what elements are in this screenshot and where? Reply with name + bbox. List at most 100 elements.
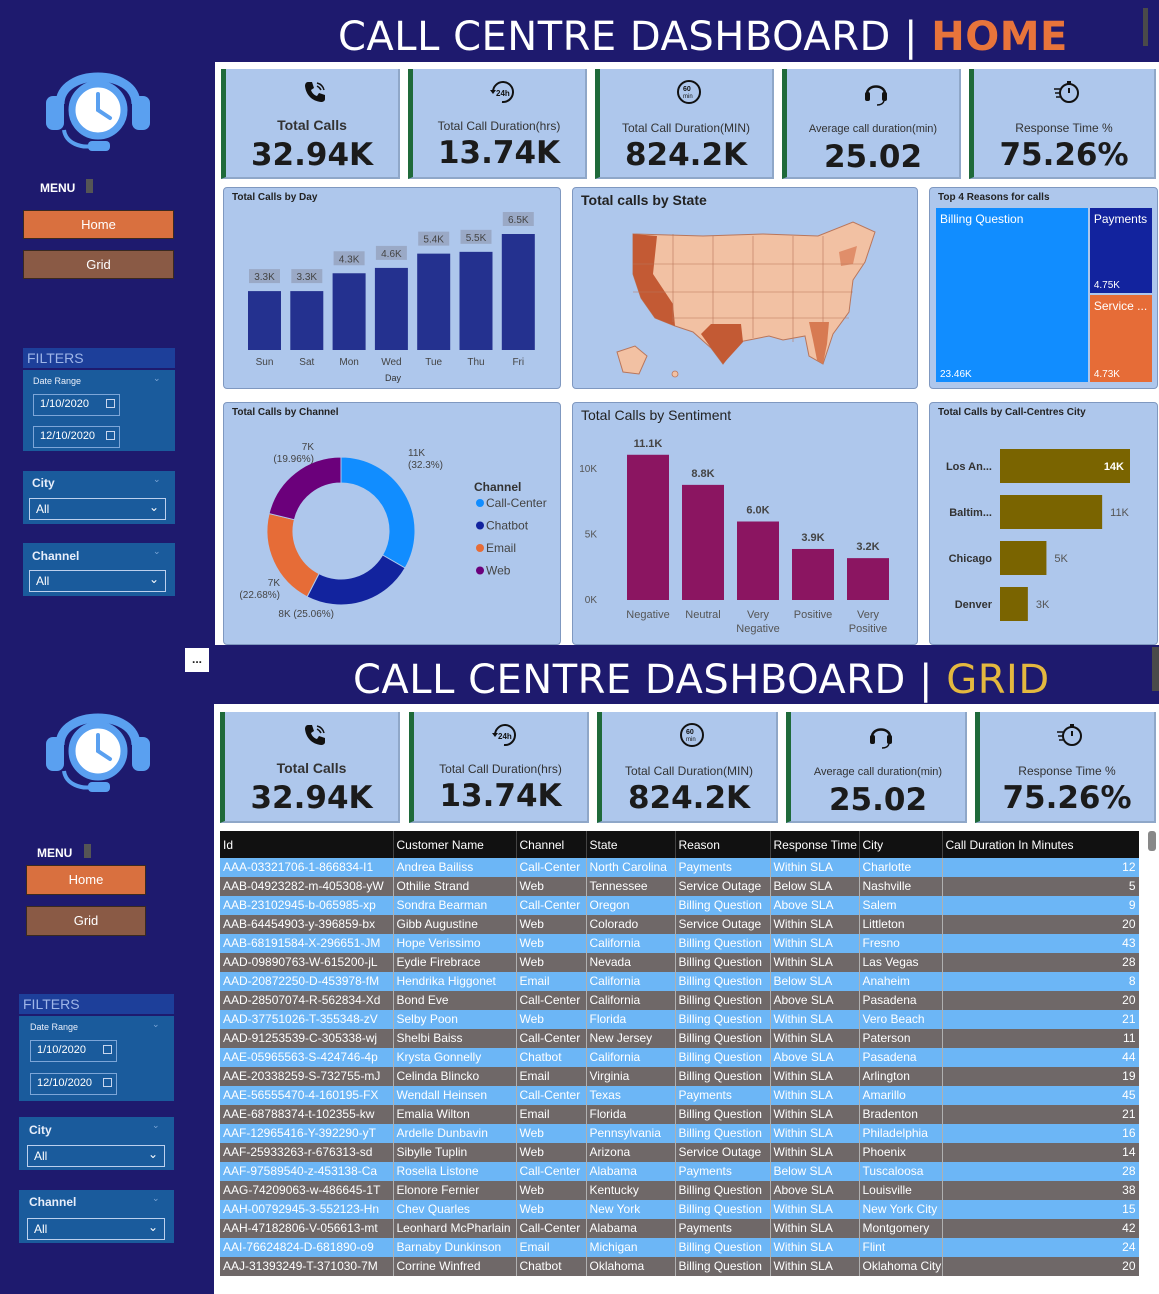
table-row[interactable]: AAF-97589540-z-453138-Ca Roselia Listone C… — [220, 1162, 1139, 1181]
table-row[interactable]: AAI-76624824-D-681890-o9 Barnaby Dunkinso… — [220, 1238, 1139, 1257]
table-row[interactable]: AAE-05965563-S-424746-4p Krysta Gonnelly C… — [220, 1048, 1139, 1067]
table-row[interactable]: AAA-03321706-1-866834-I1 Andrea Bailiss Ca… — [220, 858, 1139, 877]
table-row[interactable]: AAH-00792945-3-552123-Hn Chev Quarles Web N… — [220, 1200, 1139, 1219]
table-row[interactable]: AAB-04923282-m-405308-yW Othilie Strand We… — [220, 877, 1139, 896]
table-cell: Within SLA — [770, 1219, 860, 1238]
data-label-bg — [375, 245, 407, 260]
table-cell: AAB-64454903-y-396859-bx — [220, 915, 394, 934]
table-cell: Montgomery — [859, 1219, 943, 1238]
table-cell: 28 — [942, 953, 1139, 972]
table-row[interactable]: AAH-47182806-V-056613-mt Leonhard McPharl… — [220, 1219, 1139, 1238]
treemap-tile[interactable]: Service ... 4.73K — [1089, 295, 1152, 382]
scrollbar[interactable] — [1152, 647, 1159, 691]
table-cell: Gibb Augustine — [393, 915, 517, 934]
date-from-input[interactable]: 1/10/2020 — [30, 1040, 117, 1062]
table-row[interactable]: AAB-68191584-X-296651-JM Hope Verissimo We… — [220, 934, 1139, 953]
chevron-down-icon[interactable]: ⌄ — [152, 1193, 160, 1203]
table-row[interactable]: AAG-74209063-w-486645-1T Elonore Fernier W… — [220, 1181, 1139, 1200]
chevron-down-icon[interactable]: ⌄ — [152, 1120, 160, 1130]
city-dropdown[interactable]: All ⌄ — [29, 498, 166, 520]
data-label: 11K — [1110, 507, 1129, 519]
table-row[interactable]: AAJ-31393249-T-371030-7M Corrine Winfred C… — [220, 1257, 1139, 1276]
date-to-input[interactable]: 12/10/2020 — [33, 426, 120, 448]
column-header[interactable]: Response Time — [770, 831, 860, 858]
table-cell: 19 — [942, 1067, 1139, 1086]
chevron-down-icon[interactable]: ⌄ — [147, 1147, 158, 1161]
table-row[interactable]: AAB-23102945-b-065985-xp Sondra Bearman Ca… — [220, 896, 1139, 915]
grid-button[interactable]: Grid — [23, 250, 174, 279]
chevron-down-icon[interactable]: ⌄ — [153, 546, 161, 556]
bar — [1000, 587, 1028, 621]
chevron-down-icon[interactable]: ⌄ — [152, 1019, 160, 1029]
headset-icon — [870, 728, 892, 749]
more-options-button[interactable]: ... — [185, 648, 209, 672]
table-row[interactable]: AAD-20872250-D-453978-fM Hendrika Higgone… — [220, 972, 1139, 991]
column-header[interactable]: Call Duration In Minutes — [942, 831, 1139, 858]
table-row[interactable]: AAE-68788374-t-102355-kw Emalia Wilton Ema… — [220, 1105, 1139, 1124]
table-cell: Billing Question — [675, 1010, 771, 1029]
home-button[interactable]: Home — [23, 210, 174, 239]
calls-by-channel-card: Total Calls by Channel 11K (32.3%) 8K (25.… — [223, 402, 561, 645]
table-cell: Within SLA — [770, 1105, 860, 1124]
calendar-icon[interactable] — [103, 1078, 112, 1087]
table-row[interactable]: AAD-37751026-T-355348-zV Selby Poon Web Flo… — [220, 1010, 1139, 1029]
tick-label: Negative — [736, 623, 779, 635]
table-row[interactable]: AAF-12965416-Y-392290-yT Ardelle Dunbavin… — [220, 1124, 1139, 1143]
date-from-input[interactable]: 1/10/2020 — [33, 394, 120, 416]
legend-item: Email — [486, 541, 516, 555]
table-row[interactable]: AAB-64454903-y-396859-bx Gibb Augustine We… — [220, 915, 1139, 934]
data-label: 11.1K — [634, 438, 663, 450]
table-cell: Eydie Firebrace — [393, 953, 517, 972]
table-row[interactable]: AAE-20338259-S-732755-mJ Celinda Blincko E… — [220, 1067, 1139, 1086]
table-cell: Billing Question — [675, 1257, 771, 1276]
treemap-tile[interactable]: Payments 4.75K — [1089, 208, 1152, 294]
table-cell: Flint — [859, 1238, 943, 1257]
table-row[interactable]: AAF-25933263-r-676313-sd Sibylle Tuplin We… — [220, 1143, 1139, 1162]
table-row[interactable]: AAD-91253539-C-305338-wj Shelbi Baiss Call… — [220, 1029, 1139, 1048]
calendar-icon[interactable] — [103, 1045, 112, 1054]
table-cell: Chev Quarles — [393, 1200, 517, 1219]
chevron-down-icon[interactable]: ⌄ — [148, 500, 159, 514]
chevron-down-icon[interactable]: ⌄ — [153, 474, 161, 484]
column-header[interactable]: Id — [220, 831, 394, 858]
date-to-input[interactable]: 12/10/2020 — [30, 1073, 117, 1095]
table-cell: Oregon — [586, 896, 676, 915]
tile-value: 23.46K — [940, 369, 972, 380]
table-row[interactable]: AAE-56555470-4-160195-FX Wendall Heinsen C… — [220, 1086, 1139, 1105]
table-cell: 20 — [942, 915, 1139, 934]
table-cell: North Carolina — [586, 858, 676, 877]
menu-toggle[interactable] — [86, 179, 93, 193]
column-header[interactable]: Channel — [516, 831, 587, 858]
grid-button[interactable]: Grid — [26, 906, 146, 936]
calls-by-day-card: Total Calls by Day 3.3K Sun 3.3K Sat 4.3K Mon… — [223, 187, 561, 389]
column-header[interactable]: State — [586, 831, 676, 858]
scrollbar[interactable] — [1143, 8, 1148, 46]
kpi-value: 824.2K — [624, 137, 748, 173]
table-cell: Billing Question — [675, 896, 771, 915]
calendar-icon[interactable] — [106, 399, 115, 408]
calendar-icon[interactable] — [106, 431, 115, 440]
chevron-down-icon[interactable]: ⌄ — [153, 373, 161, 383]
channel-dropdown[interactable]: All ⌄ — [27, 1218, 165, 1240]
table-row[interactable]: AAD-09890763-W-615200-jL Eydie Firebrace W… — [220, 953, 1139, 972]
column-header[interactable]: Reason — [675, 831, 771, 858]
chevron-down-icon[interactable]: ⌄ — [147, 1220, 158, 1234]
table-scrollbar[interactable] — [1148, 831, 1156, 851]
table-row[interactable]: AAD-28507074-R-562834-Xd Bond Eve Call-Cen… — [220, 991, 1139, 1010]
treemap-tile[interactable]: Billing Question 23.46K — [936, 208, 1088, 382]
column-header[interactable]: City — [859, 831, 943, 858]
svg-text:min: min — [686, 737, 696, 743]
menu-toggle[interactable] — [84, 844, 91, 858]
kpi-label: Response Time % — [1018, 764, 1116, 778]
channel-dropdown[interactable]: All ⌄ — [29, 570, 166, 592]
city-dropdown[interactable]: All ⌄ — [27, 1145, 165, 1167]
home-button[interactable]: Home — [26, 865, 146, 895]
chevron-down-icon[interactable]: ⌄ — [148, 572, 159, 586]
table-cell: Tennessee — [586, 877, 676, 896]
kpi-total-duration-min: 60 min Total Call Duration(MIN) 824.2K — [597, 712, 778, 823]
card-title: Total Calls by Day — [232, 192, 318, 203]
table-cell: 21 — [942, 1010, 1139, 1029]
table-body: AAA-03321706-1-866834-I1 Andrea Bailiss Ca… — [220, 858, 1139, 1276]
column-header[interactable]: Customer Name — [393, 831, 517, 858]
legend-marker — [476, 566, 484, 575]
